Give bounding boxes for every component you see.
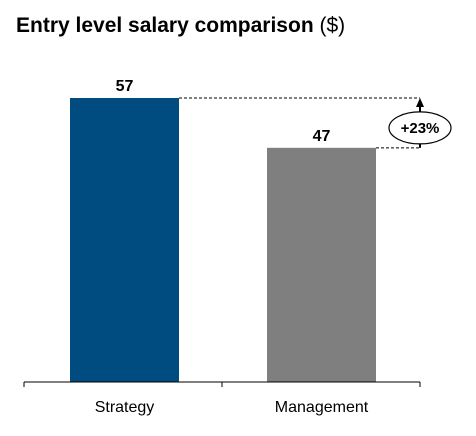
chart-title-unit: ($) [319, 14, 346, 37]
x-axis [23, 381, 421, 387]
bar-management [267, 147, 376, 382]
chart-title-text: Entry level salary comparison [16, 14, 314, 37]
category-label-management: Management [275, 399, 369, 416]
growth-annotation: +23% [179, 97, 452, 149]
bar-strategy [70, 98, 179, 382]
growth-label: +23% [401, 120, 440, 137]
labels-layer: 57 Strategy 47 Management [95, 78, 369, 416]
chart-title: Entry level salary comparison ($) [16, 14, 345, 38]
value-label-management: 47 [313, 128, 331, 145]
growth-oval [388, 111, 452, 145]
category-label-strategy: Strategy [95, 399, 155, 416]
value-label-strategy: 57 [116, 78, 134, 95]
bars-layer [70, 98, 376, 382]
arrow-head-icon [416, 98, 424, 107]
